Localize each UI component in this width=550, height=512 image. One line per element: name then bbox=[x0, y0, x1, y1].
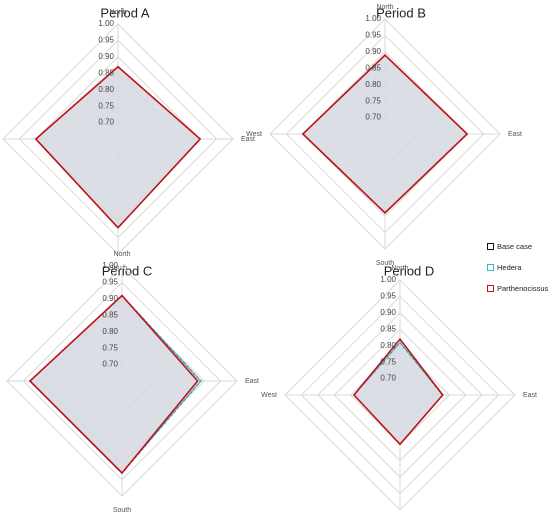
chart-legend: Base case Hedera Parthenocissus bbox=[487, 239, 550, 302]
radar-panel-3: Period C0.700.750.800.850.900.951.00Nort… bbox=[6, 251, 259, 512]
legend-label-hedera: Hedera bbox=[497, 262, 522, 272]
axis-label-south: South bbox=[376, 260, 394, 267]
legend-label-parthenocissus: Parthenocissus bbox=[497, 283, 549, 293]
axis-label-south: South bbox=[109, 265, 127, 272]
axis-label-north: North bbox=[109, 9, 126, 16]
tick-label: 1.00 bbox=[380, 275, 396, 284]
tick-label: 0.75 bbox=[365, 96, 381, 105]
tick-label: 1.00 bbox=[102, 261, 118, 270]
tick-label: 0.95 bbox=[380, 292, 396, 301]
tick-label: 0.75 bbox=[98, 101, 114, 110]
tick-label: 0.95 bbox=[365, 31, 381, 40]
series-base-case bbox=[29, 294, 202, 474]
tick-label: 1.00 bbox=[98, 19, 114, 28]
tick-label: 0.80 bbox=[380, 341, 396, 350]
axis-label-south: South bbox=[113, 507, 131, 512]
series-parthenocissus bbox=[28, 294, 199, 475]
axis-label-east: East bbox=[523, 392, 537, 399]
tick-label: 0.85 bbox=[380, 324, 396, 333]
tick-label: 0.85 bbox=[98, 68, 114, 77]
series-parthenocissus bbox=[301, 54, 469, 214]
panel-title: Period D bbox=[384, 263, 435, 278]
legend-swatch-hedera bbox=[487, 263, 494, 271]
axis-label-north: North bbox=[391, 265, 408, 272]
tick-label: 0.70 bbox=[98, 118, 114, 127]
tick-label: 0.80 bbox=[102, 327, 118, 336]
tick-label: 0.90 bbox=[102, 294, 118, 303]
axis-label-east: East bbox=[241, 136, 255, 143]
tick-label: 0.80 bbox=[98, 85, 114, 94]
axis-label-west: West bbox=[246, 131, 262, 138]
tick-label: 0.95 bbox=[102, 278, 118, 287]
series-base-case bbox=[34, 65, 202, 229]
tick-label: 0.85 bbox=[365, 63, 381, 72]
axis-label-west: West bbox=[261, 392, 277, 399]
legend-label-base-case: Base case bbox=[497, 241, 533, 251]
axis-label-north: North bbox=[376, 4, 393, 11]
radar-panel-2: Period B 0.70 0.75 0.80 0.85 0.90 0.95 1.00 Nort… bbox=[246, 4, 522, 267]
panel-title: Period A bbox=[100, 5, 149, 20]
series-parthenocissus bbox=[34, 65, 202, 229]
tick-label: 0.75 bbox=[380, 357, 396, 366]
radar-panel-1: Period A 0.70 0.75 0.80 0.85 0.90 0.95 1.00 Nort… bbox=[2, 5, 255, 272]
tick-label: 0.75 bbox=[102, 343, 118, 352]
tick-label: 0.90 bbox=[365, 47, 381, 56]
tick-label: 0.95 bbox=[98, 36, 114, 45]
legend-swatch-base-case bbox=[487, 242, 494, 250]
legend-item-hedera: Hedera bbox=[487, 260, 550, 274]
tick-label: 0.80 bbox=[365, 80, 381, 89]
tick-label: 0.90 bbox=[380, 308, 396, 317]
tick-label: 1.00 bbox=[365, 14, 381, 23]
tick-label: 0.85 bbox=[102, 310, 118, 319]
tick-label: 0.70 bbox=[102, 360, 118, 369]
axis-label-east: East bbox=[508, 131, 522, 138]
axis-label-north: North bbox=[113, 251, 130, 258]
series-base-case bbox=[353, 341, 444, 446]
legend-swatch-parthenocissus bbox=[487, 284, 494, 292]
tick-label: 0.70 bbox=[365, 113, 381, 122]
tick-label: 0.90 bbox=[98, 52, 114, 61]
axis-label-east: East bbox=[245, 378, 259, 385]
legend-item-base-case: Base case bbox=[487, 239, 550, 253]
tick-label: 0.70 bbox=[380, 374, 396, 383]
panel-title: Period B bbox=[376, 5, 426, 20]
series-base-case bbox=[301, 54, 469, 214]
radar-panel-4: Period D 0.70 0.75 0.80 0.85 0.90 0.95 1.00 Nort… bbox=[261, 263, 537, 511]
legend-item-parthenocissus: Parthenocissus bbox=[487, 281, 550, 295]
series-parthenocissus bbox=[352, 337, 444, 446]
